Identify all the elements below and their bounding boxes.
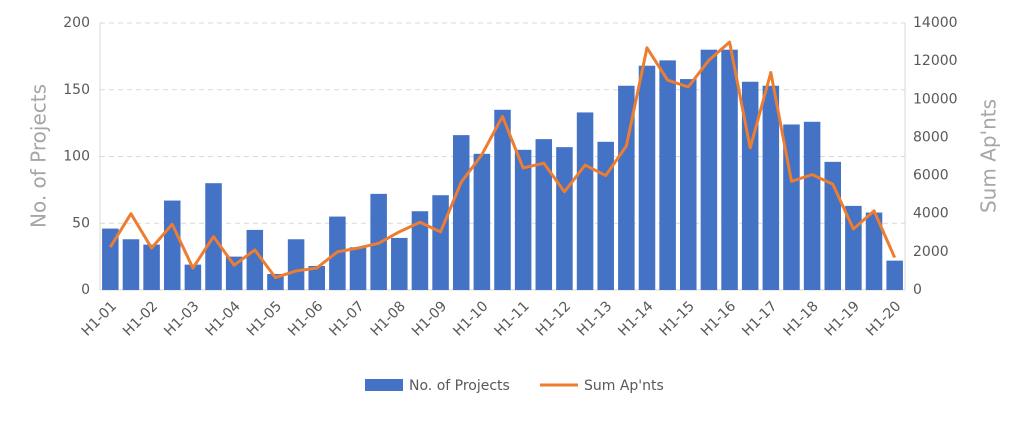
bar [122,239,140,290]
y2-tick-label: 6000 [913,168,949,184]
line [109,40,897,280]
bar [762,85,780,291]
x-tick-label: H1-13 [574,298,615,339]
x-tick-label: H1-20 [863,298,904,339]
bar [865,212,883,290]
bar [246,229,264,290]
x-tick-label: H1-19 [822,298,863,339]
bar [556,147,573,290]
legend-swatch [365,379,403,391]
bar [473,153,491,290]
bar [452,135,470,290]
y2-tick-label: 14000 [913,15,958,31]
x-tick-label: H1-11 [492,298,533,339]
y2-axis-title: Sum Ap'nts [977,99,1001,213]
x-tick-label: H1-17 [739,298,780,339]
y2-tick-label: 2000 [913,244,949,260]
bar [391,237,408,290]
y2-tick-label: 8000 [913,129,949,145]
bar [267,273,284,290]
bar [163,200,181,290]
bar [308,265,325,290]
y2-tick-label: 10000 [913,91,958,107]
bar [886,260,903,290]
bar [638,65,656,290]
y-tick-label: 100 [63,149,90,165]
bar [102,228,119,290]
bar [618,85,635,291]
bar [535,139,553,290]
x-tick-label: H1-04 [203,298,244,339]
y-tick-label: 0 [81,282,90,298]
y-tick-label: 150 [63,82,90,98]
x-tick-label: H1-06 [285,298,326,339]
y2-tick-label: 4000 [913,206,949,222]
x-tick-label: H1-05 [244,298,285,339]
legend-label: Sum Ap'nts [584,378,664,394]
bar [597,141,614,290]
bar [803,121,821,290]
bar [576,112,594,290]
bar [225,256,243,290]
bar [680,79,697,290]
legend-label: No. of Projects [409,378,510,394]
bar [659,60,676,290]
x-tick-label: H1-12 [533,298,574,339]
bar [700,49,718,291]
x-tick-label: H1-09 [409,298,450,339]
bar [721,49,738,291]
bar [349,247,367,290]
x-tick-label: H1-14 [615,298,656,339]
bar [432,195,449,290]
y-axis-title: No. of Projects [27,84,51,228]
x-tick-label: H1-01 [79,298,120,339]
x-tick-label: H1-02 [120,298,161,339]
x-tick-label: H1-15 [657,298,698,339]
y-tick-label: 200 [63,15,90,31]
y-tick-label: 50 [72,215,90,231]
bar [143,244,160,290]
bar [494,109,511,291]
x-tick-label: H1-18 [781,298,822,339]
x-tick-label: H1-08 [368,298,409,339]
y2-tick-label: 12000 [913,53,958,69]
bar [514,149,532,290]
x-tick-label: H1-03 [161,298,202,339]
y2-tick-label: 0 [913,282,922,298]
x-tick-label: H1-16 [698,298,739,339]
bar [411,211,429,290]
bar [184,264,202,290]
bar [287,239,305,290]
x-tick-label: H1-07 [326,298,367,339]
x-tick-label: H1-10 [450,298,491,339]
